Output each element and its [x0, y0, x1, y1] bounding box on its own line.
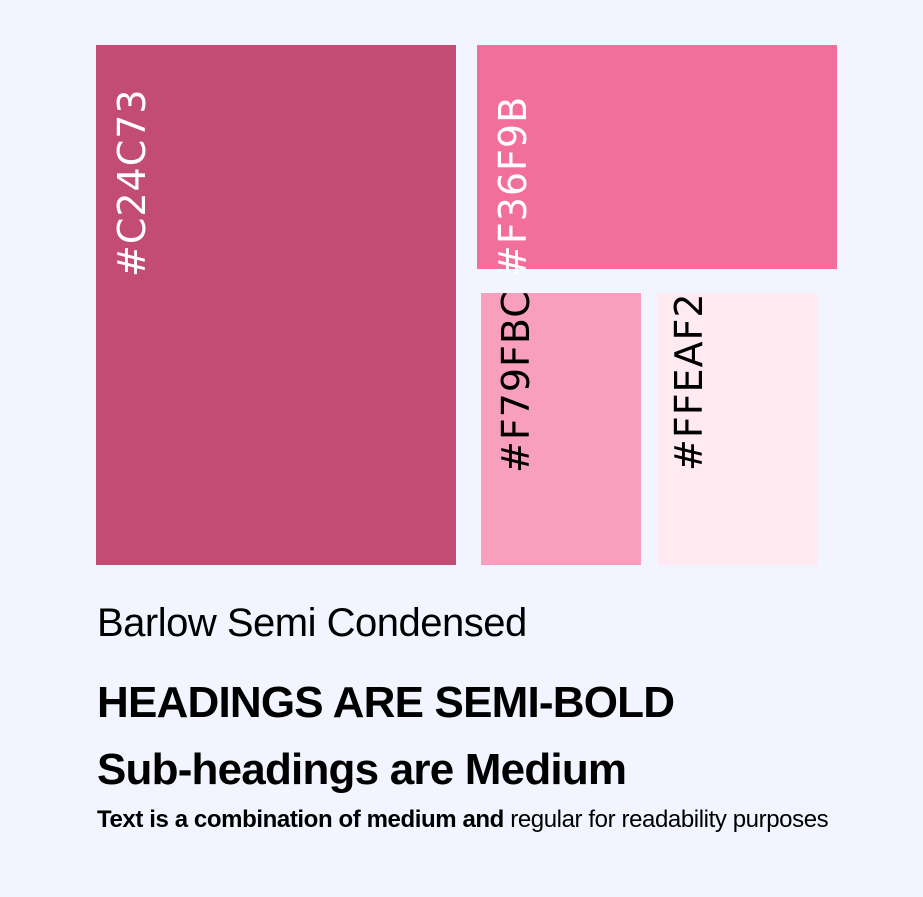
color-hex-label: #C24C73	[110, 88, 154, 277]
color-swatch-tertiary: #F79FBC	[481, 290, 641, 565]
color-swatch-light: #FFEAF2	[658, 292, 818, 565]
heading-sample: HEADINGS ARE SEMI-BOLD	[97, 678, 675, 727]
subheading-sample: Sub-headings are Medium	[97, 745, 627, 794]
body-text-regular: regular for readability purposes	[503, 806, 829, 833]
body-text-sample: Text is a combination of medium and regu…	[97, 806, 829, 834]
color-hex-label: #F36F9B	[491, 95, 535, 277]
color-swatch-primary: #C24C73	[96, 45, 456, 565]
color-swatch-secondary: #F36F9B	[477, 45, 837, 277]
font-name: Barlow Semi Condensed	[97, 601, 527, 645]
color-hex-label: #F79FBC	[494, 290, 538, 473]
color-hex-label: #FFEAF2	[667, 292, 711, 471]
body-text-medium: Text is a combination of medium and	[97, 806, 504, 833]
